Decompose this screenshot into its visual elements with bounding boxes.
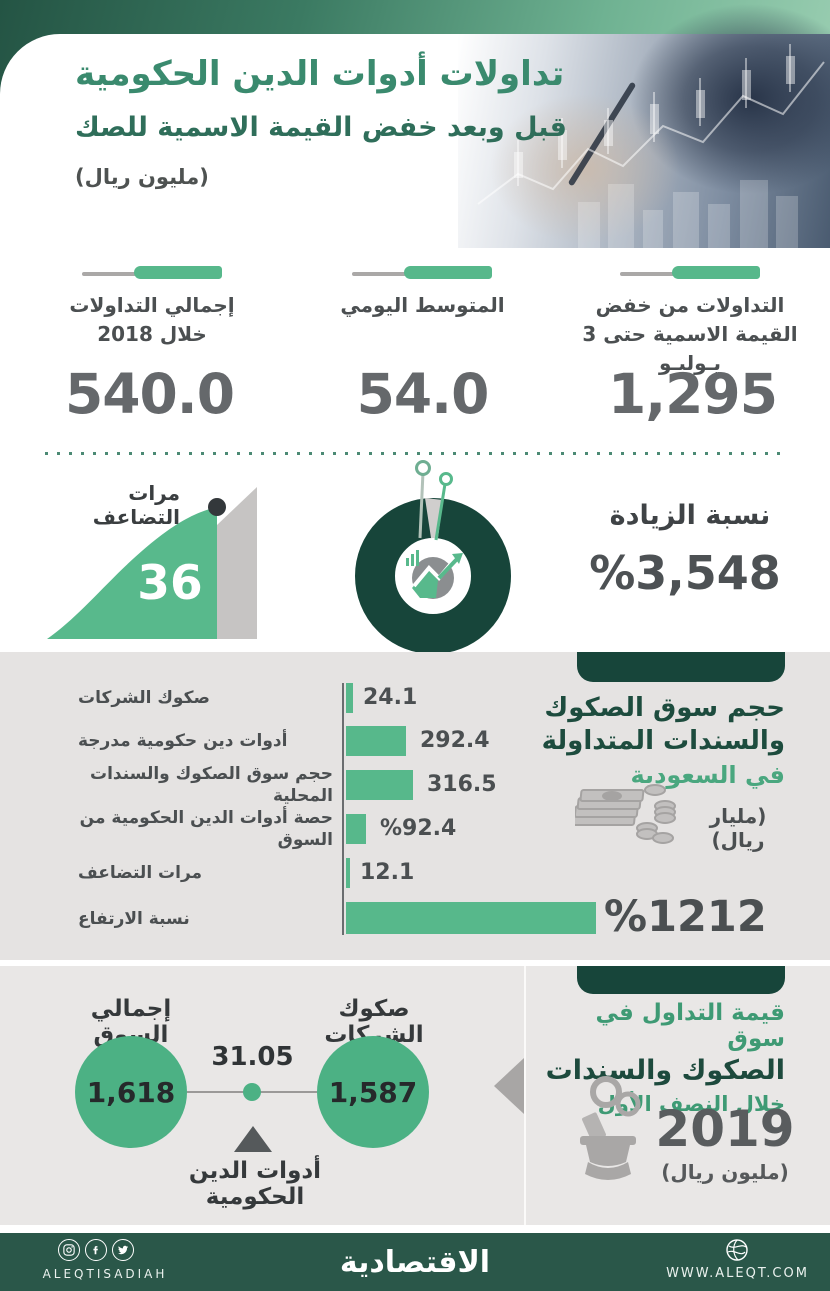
page-subtitle: قبل وبعد خفض القيمة الاسمية للصك [75,112,567,144]
bar-label-gov-share: حصة أدوات الدين الحكومية من السوق [79,807,333,850]
increase-label: نسبة الزيادة [609,500,771,531]
stat-value-daily-average: 54.0 [356,362,490,426]
connector-dot [243,1083,261,1101]
bar-multiples [346,858,350,888]
bar-corporate-sukuk [346,683,353,713]
multiples-value: 36 [137,556,203,611]
instagram-icon [58,1239,80,1261]
marker-pill [404,266,492,279]
market-title-line1: حجم سوق الصكوك [544,693,785,723]
bar-gov-share [346,814,366,844]
stat-value-total-2018: 540.0 [65,362,235,426]
trading-title-line1: قيمة التداول في سوق [595,1000,786,1052]
brand-logo-ar: الاقتصادية [339,1245,491,1280]
social-icons [58,1239,134,1261]
globe-icon [725,1238,749,1266]
bar-value-local-market-size: 316.5 [427,772,497,797]
bar-local-market-size [346,770,413,800]
market-size-section: حجم سوق الصكوك والسندات المتداولة في الس… [0,652,830,960]
market-section-title: حجم سوق الصكوك والسندات المتداولة في الس… [515,692,785,789]
stat-marker [620,266,760,279]
midpoint-value: 31.05 [211,1042,294,1072]
bar-value-gov-share: %92.4 [380,816,457,841]
bar-label-corporate-sukuk: صكوك الشركات [78,687,210,708]
trading-section-title: قيمة التداول في سوق الصكوك والسندات خلال… [545,1000,785,1116]
multiples-label: مرات التضاعف [92,481,180,529]
bar-label-multiples: مرات التضاعف [78,862,203,883]
stat-value-post-split: 1,295 [608,362,778,426]
increase-value: %3,548 [589,546,781,600]
bar-label-local-market-size: حجم سوق الصكوك والسندات المحلية [90,763,333,806]
section-tab [577,652,785,682]
bar-increase-rate [346,902,596,934]
bar-label-listed-gov-debt: أدوات دين حكومية مدرجة [78,730,288,751]
growth-chart-icon [406,550,463,599]
trading-year: 2019 [655,1100,795,1158]
website-url: WWW.ALEQT.COM [666,1266,809,1281]
circle-value-total-market: 1,618 [86,1075,176,1109]
trading-title-line2: الصكوك والسندات [545,1055,785,1086]
arrow-left-icon [494,1058,524,1114]
stat-label-daily-average: المتوسط اليومي [340,293,505,317]
triangle-up-icon [234,1126,272,1152]
circle-total-market: 1,618 [75,1036,187,1148]
candlestick-overlay-icon [477,44,825,248]
circle-label-corporate-sukuk: صكوك الشركات [324,996,424,1048]
marker-pill [672,266,760,279]
circle-label-total-market: إجمالي السوق [90,996,172,1048]
trading-value-section: قيمة التداول في سوق الصكوك والسندات خلال… [0,966,830,1225]
marker-pill [134,266,222,279]
market-title-line2: والسندات المتداولة [541,725,785,756]
footer: ALEQTISADIAH الاقتصادية WWW.ALEQT.COM [0,1233,830,1291]
header-photo [458,4,830,248]
bar-value-increase-rate: %1212 [604,892,767,942]
page-unit: (مليون ريال) [75,165,209,190]
multiples-area-chart [47,487,257,639]
header-titles: تداولات أدوات الدين الحكومية قبل وبعد خف… [75,52,585,189]
pot-and-coins-icon [580,1076,641,1180]
market-unit: (مليار ريال) [709,804,767,852]
circle-value-corporate-sukuk: 1,587 [328,1075,418,1109]
trading-unit: (مليون ريال) [661,1160,789,1184]
dotted-separator [45,452,785,455]
bar-listed-gov-debt [346,726,406,756]
circle-corporate-sukuk: 1,587 [317,1036,429,1148]
bar-label-increase-rate: نسبة الارتفاع [78,908,190,929]
stat-marker [352,266,492,279]
stat-label-post-split: التداولات من خفض القيمة الاسمية حتى 3 يـ… [582,293,798,375]
bar-value-listed-gov-debt: 292.4 [420,728,490,753]
vertical-divider [524,966,526,1225]
bar-value-corporate-sukuk: 24.1 [363,685,418,710]
twitter-icon [112,1239,134,1261]
stat-marker [82,266,222,279]
bar-value-multiples: 12.1 [360,860,415,885]
facebook-icon [85,1239,107,1261]
hand-shape [490,94,680,244]
gov-debt-label: أدوات الدين الحكومية [188,1158,322,1210]
donut-gauge [355,460,511,654]
bar-chart-axis [342,683,344,935]
section-tab [577,966,785,994]
cash-and-coins-icon [575,784,676,844]
brand-name-en: ALEQTISADIAH [42,1267,168,1281]
page-title: تداولات أدوات الدين الحكومية [75,54,565,94]
stat-label-total-2018: إجمالي التداولات خلال 2018 [69,293,235,346]
